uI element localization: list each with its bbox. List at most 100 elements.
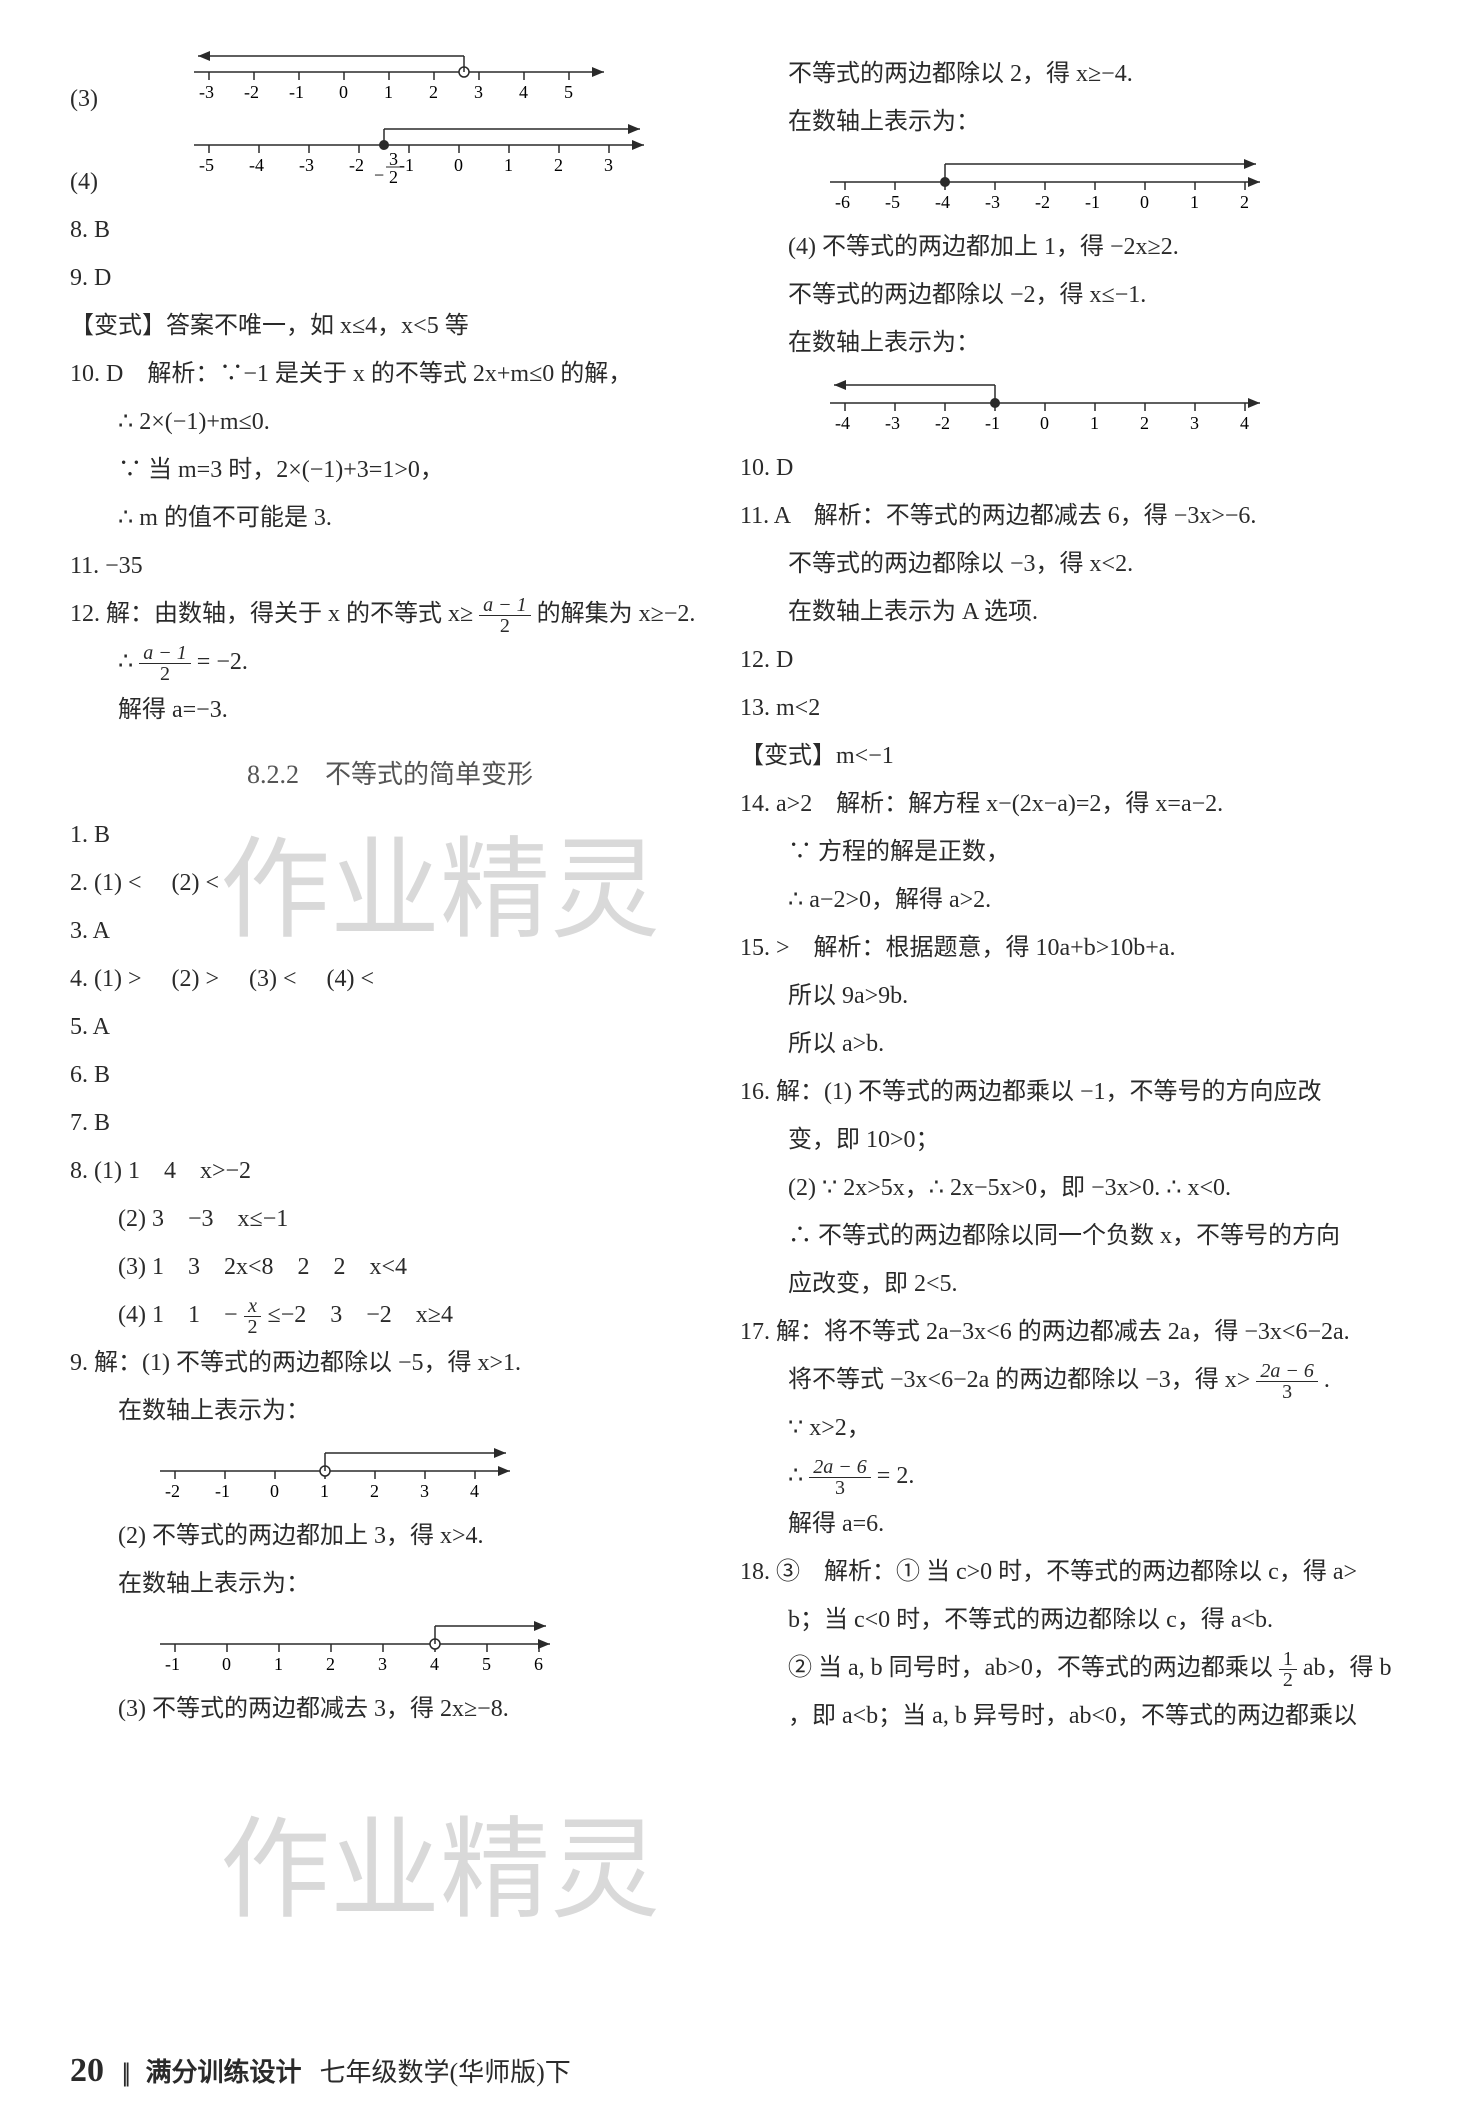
svg-text:1: 1 [1090, 413, 1099, 431]
r-18c: ，即 a<b；当 a, b 异号时，ab<0，不等式的两边都乘以 [740, 1692, 1380, 1740]
s-8b: (2) 3 −3 x≤−1 [70, 1195, 710, 1243]
s-9c: (2) 不等式的两边都加上 3，得 x>4. [70, 1512, 710, 1560]
r-18b-mid: ab，得 b [1303, 1655, 1392, 1681]
r-11b: 不等式的两边都除以 −3，得 x<2. [740, 540, 1380, 588]
ans-12a-pre: 12. 解：由数轴，得关于 x 的不等式 x≥ [70, 601, 473, 627]
svg-text:4: 4 [470, 1481, 479, 1499]
numline-B: -4-3-2-101234 [820, 375, 1380, 436]
variant-left: 【变式】答案不唯一，如 x≤4，x<5 等 [70, 302, 710, 350]
r-4b: 不等式的两边都除以 −2，得 x≤−1. [740, 271, 1380, 319]
svg-text:-5: -5 [885, 192, 900, 210]
s-6: 6. B [70, 1051, 710, 1099]
ans-12a-frac: a − 12 [479, 595, 531, 636]
r-17b: 将不等式 −3x<6−2a 的两边都除以 −3，得 x> 2a − 63 . [740, 1356, 1380, 1404]
svg-text:1: 1 [384, 82, 393, 102]
section-title: 8.2.2 不等式的简单变形 [70, 754, 710, 791]
r-16c: ∴ 不等式的两边都除以同一个负数 x，不等号的方向 [740, 1212, 1380, 1260]
r-16a: 16. 解：(1) 不等式的两边都乘以 −1，不等号的方向应改 [740, 1068, 1380, 1116]
r-4c: 在数轴上表示为： [740, 319, 1380, 367]
svg-text:-4: -4 [835, 413, 850, 431]
svg-text:1: 1 [504, 155, 513, 175]
numline-B-svg: -4-3-2-101234 [820, 375, 1280, 431]
footer-subject: 七年级数学(华师版)下 [319, 2052, 570, 2089]
s-3: 3. A [70, 907, 710, 955]
r-17d-tail: = 2. [877, 1463, 915, 1489]
r-17c: ∵ x>2， [740, 1404, 1380, 1452]
s-8d: (4) 1 1 − x2 ≤−2 3 −2 x≥4 [70, 1291, 710, 1339]
svg-text:0: 0 [339, 82, 348, 102]
svg-text:1: 1 [320, 1481, 329, 1499]
svg-text:2: 2 [326, 1654, 335, 1672]
ans-12b-tail: = −2. [197, 649, 248, 675]
svg-text:-6: -6 [835, 192, 850, 210]
numline-3-row: (3) -3-2-1012345 [70, 50, 710, 123]
r-top2: 在数轴上表示为： [740, 98, 1380, 146]
svg-text:-3: -3 [885, 413, 900, 431]
left-column: (3) -3-2-1012345 (4) -5-4-3 [70, 50, 710, 1970]
svg-text:0: 0 [454, 155, 463, 175]
svg-text:2: 2 [554, 155, 563, 175]
svg-text:0: 0 [1040, 413, 1049, 431]
ans-10: 10. D 解析：∵−1 是关于 x 的不等式 2x+m≤0 的解， [70, 350, 710, 398]
s-8a: 8. (1) 1 4 x>−2 [70, 1147, 710, 1195]
r-17b-pre: 将不等式 −3x<6−2a 的两边都除以 −3，得 x> [788, 1367, 1250, 1393]
svg-text:2: 2 [370, 1481, 379, 1499]
r-18b-pre: ② 当 a, b 同号时，ab>0，不等式的两边都乘以 [788, 1655, 1279, 1681]
svg-text:1: 1 [1190, 192, 1199, 210]
s-8d-tail: ≤−2 3 −2 x≥4 [268, 1302, 453, 1328]
s-9b: 在数轴上表示为： [70, 1387, 710, 1435]
svg-text:2: 2 [1140, 413, 1149, 431]
ans-12b-pre: ∴ [118, 649, 139, 675]
page-footer: 20 || 满分训练设计 七年级数学(华师版)下 [70, 2052, 571, 2090]
svg-text:-3: -3 [299, 155, 314, 175]
s-9d: 在数轴上表示为： [70, 1560, 710, 1608]
svg-text:3: 3 [389, 149, 398, 169]
svg-text:0: 0 [1140, 192, 1149, 210]
s-8d-pre: (4) 1 1 − [118, 1302, 238, 1328]
svg-text:-2: -2 [349, 155, 364, 175]
numline-9-1-svg: -2-101234 [150, 1443, 530, 1499]
svg-text:-4: -4 [249, 155, 264, 175]
s-8c: (3) 1 3 2x<8 2 2 x<4 [70, 1243, 710, 1291]
s-5: 5. A [70, 1003, 710, 1051]
footer-bars: || [122, 2058, 127, 2088]
s-9e: (3) 不等式的两边都减去 3，得 2x≥−8. [70, 1685, 710, 1733]
r-16b: (2) ∵ 2x>5x，∴ 2x−5x>0，即 −3x>0. ∴ x<0. [740, 1164, 1380, 1212]
svg-text:5: 5 [564, 82, 573, 102]
r-15c: 所以 a>b. [740, 1020, 1380, 1068]
ans-12a-tail: 的解集为 x≥−2. [537, 601, 696, 627]
r-17d-pre: ∴ [788, 1463, 809, 1489]
svg-text:4: 4 [1240, 413, 1249, 431]
svg-text:-3: -3 [985, 192, 1000, 210]
ans-11: 11. −35 [70, 542, 710, 590]
ans-12b-frac: a − 12 [139, 643, 191, 684]
numline-4-fraclabel: − [374, 165, 384, 185]
s-2: 2. (1) < (2) < [70, 859, 710, 907]
r-16a2: 变，即 10>0； [740, 1116, 1380, 1164]
svg-text:3: 3 [604, 155, 613, 175]
numline-4: -5-4-3-2-10123 − 32 [184, 169, 664, 195]
r-18b-frac: 12 [1279, 1649, 1297, 1690]
svg-text:-2: -2 [935, 413, 950, 431]
footer-series: 满分训练设计 [145, 2052, 301, 2089]
r-13: 13. m<2 [740, 684, 1380, 732]
svg-text:4: 4 [519, 82, 528, 102]
r-17b-tail: . [1324, 1367, 1330, 1393]
svg-text:-2: -2 [1035, 192, 1050, 210]
numline-3: -3-2-1012345 [184, 86, 624, 112]
svg-text:0: 0 [222, 1654, 231, 1672]
ans-10a: ∴ 2×(−1)+m≤0. [70, 398, 710, 446]
svg-text:6: 6 [534, 1654, 543, 1672]
r-14c: ∴ a−2>0，解得 a>2. [740, 876, 1380, 924]
svg-text:2: 2 [389, 167, 398, 187]
svg-text:1: 1 [274, 1654, 283, 1672]
r-14a: 14. a>2 解析：解方程 x−(2x−a)=2，得 x=a−2. [740, 780, 1380, 828]
r-18b: ② 当 a, b 同号时，ab>0，不等式的两边都乘以 12 ab，得 b [740, 1644, 1380, 1692]
r-11c: 在数轴上表示为 A 选项. [740, 588, 1380, 636]
numline-A-svg: -6-5-4-3-2-1012 [820, 154, 1280, 210]
r-17e: 解得 a=6. [740, 1500, 1380, 1548]
numline-4-label: (4) [70, 169, 98, 195]
r-top1: 不等式的两边都除以 2，得 x≥−4. [740, 50, 1380, 98]
ans-10b: ∵ 当 m=3 时，2×(−1)+3=1>0， [70, 446, 710, 494]
r-15a: 15. > 解析：根据题意，得 10a+b>10b+a. [740, 924, 1380, 972]
